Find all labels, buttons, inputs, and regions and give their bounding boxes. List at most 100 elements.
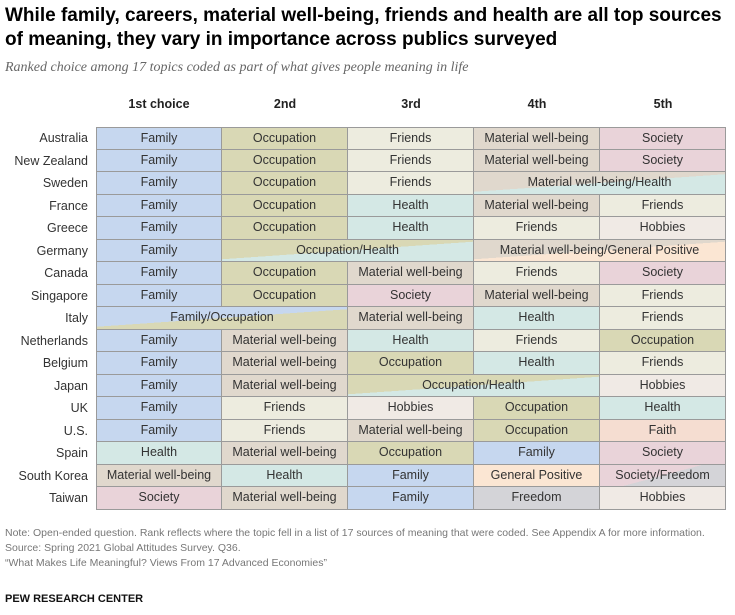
table-cell: Material well-being <box>474 284 600 307</box>
table-row: Belgium Family Material well-being Occupati… <box>0 352 726 375</box>
table-cell: Material well-being <box>222 352 348 375</box>
table-cell: Occupation <box>222 172 348 195</box>
table-cell: Society <box>600 262 726 285</box>
table-cell: Friends <box>600 307 726 330</box>
table-row: Japan Family Material well-being Occupation… <box>0 374 726 397</box>
table-cell: Health <box>348 194 474 217</box>
table-cell: Material well-being/Health <box>474 172 726 195</box>
country-label: Singapore <box>31 288 88 303</box>
ranking-table: Australia Family Occupation Friends Material… <box>0 127 726 510</box>
table-cell: Friends <box>600 352 726 375</box>
table-cell: Society <box>348 284 474 307</box>
table-row: Sweden Family Occupation Friends Material we… <box>0 172 726 195</box>
table-cell: Family/Occupation <box>96 307 348 330</box>
table-cell: Health <box>222 464 348 487</box>
table-cell: Material well-being <box>348 419 474 442</box>
table-row: Italy Family/Occupation Material well-bein… <box>0 307 726 330</box>
table-row: UK Family Friends Hobbies Occupation Health <box>0 397 726 420</box>
country-label: South Korea <box>18 468 89 483</box>
table-cell: Material well-being/General Positive <box>474 239 726 262</box>
country-label: Germany <box>36 243 88 258</box>
table-cell: Family <box>96 352 222 375</box>
table-row: Germany Family Occupation/Health Material w… <box>0 239 726 262</box>
table-cell: Occupation <box>222 127 348 150</box>
table-cell: Material well-being <box>474 194 600 217</box>
table-cell: Occupation <box>222 284 348 307</box>
table-cell: Occupation <box>222 149 348 172</box>
table-cell: Material well-being <box>222 374 348 397</box>
table-cell: Health <box>474 307 600 330</box>
table-row: Spain Health Material well-being Occupation… <box>0 442 726 465</box>
table-cell: Material well-being <box>474 149 600 172</box>
column-header: 1st choice <box>128 97 190 111</box>
table-cell: Family <box>474 442 600 465</box>
table-row: New Zealand Family Occupation Friends Materi… <box>0 149 726 172</box>
table-cell: Faith <box>600 419 726 442</box>
table-cell: Friends <box>222 397 348 420</box>
table-cell: Friends <box>348 127 474 150</box>
table-cell: Health <box>348 329 474 352</box>
table-row: Taiwan Society Material well-being Family Fr… <box>0 487 726 510</box>
table-cell: Friends <box>600 194 726 217</box>
country-label: U.S. <box>63 423 88 438</box>
note-text: Note: Open-ended question. Rank reflects… <box>5 527 705 539</box>
table-cell: Family <box>96 239 222 262</box>
table-cell: Hobbies <box>348 397 474 420</box>
table-cell: Health <box>474 352 600 375</box>
source-text: Source: Spring 2021 Global Attitudes Sur… <box>5 542 241 554</box>
table-cell: Society <box>600 442 726 465</box>
table-cell: Freedom <box>474 487 600 510</box>
table-cell: Material well-being <box>222 329 348 352</box>
table-cell: Occupation/Health <box>222 239 474 262</box>
chart-subtitle: Ranked choice among 17 topics coded as p… <box>5 60 469 75</box>
table-row: Netherlands Family Material well-being Heal… <box>0 329 726 352</box>
table-cell: Occupation <box>474 419 600 442</box>
table-cell: Family <box>96 262 222 285</box>
column-headers: 1st choice 2nd 3rd 4th 5th <box>96 97 726 111</box>
country-label: Sweden <box>42 176 88 190</box>
table-cell: Society <box>96 487 222 510</box>
table-cell: Family <box>96 419 222 442</box>
table-cell: Society <box>600 127 726 150</box>
country-label: Netherlands <box>20 333 88 348</box>
table-cell: Friends <box>600 284 726 307</box>
table-row: Canada Family Occupation Material well-bein… <box>0 262 726 285</box>
table-cell: Occupation <box>222 262 348 285</box>
table-cell: Friends <box>474 262 600 285</box>
table-cell: Hobbies <box>600 374 726 397</box>
table-cell: Health <box>96 442 222 465</box>
table-cell: Occupation <box>348 442 474 465</box>
table-cell: Family <box>96 127 222 150</box>
table-cell: Friends <box>348 149 474 172</box>
table-cell: Family <box>96 397 222 420</box>
table-row: Australia Family Occupation Friends Material… <box>0 127 726 150</box>
table-cell: Material well-being <box>348 262 474 285</box>
country-label: Spain <box>56 446 88 460</box>
country-label: Canada <box>44 266 88 280</box>
table-cell: Material well-being <box>222 487 348 510</box>
table-cell: Occupation/Health <box>348 374 600 397</box>
table-cell: Family <box>96 217 222 240</box>
notes: Note: Open-ended question. Rank reflects… <box>5 526 730 571</box>
country-label: Belgium <box>42 356 88 370</box>
table-cell: Occupation <box>222 194 348 217</box>
table-cell: Family <box>96 329 222 352</box>
table-cell: Hobbies <box>600 487 726 510</box>
table-cell: Material well-being <box>96 464 222 487</box>
table-cell: Family <box>96 194 222 217</box>
table-cell: Material well-being <box>348 307 474 330</box>
table-cell: Occupation <box>348 352 474 375</box>
column-header: 5th <box>653 97 673 111</box>
column-header: 3rd <box>401 97 421 111</box>
table-cell: Family <box>348 487 474 510</box>
country-label: France <box>49 198 88 213</box>
table-cell: Health <box>600 397 726 420</box>
table-cell: General Positive <box>474 464 600 487</box>
table-row: South Korea Material well-being Health Fami… <box>0 464 726 487</box>
country-label: Japan <box>53 378 88 393</box>
table-cell: Occupation <box>600 329 726 352</box>
table-cell: Friends <box>348 172 474 195</box>
table-row: France Family Occupation Health Material wel… <box>0 194 726 217</box>
table-cell: Family <box>96 172 222 195</box>
table-cell: Society <box>600 149 726 172</box>
